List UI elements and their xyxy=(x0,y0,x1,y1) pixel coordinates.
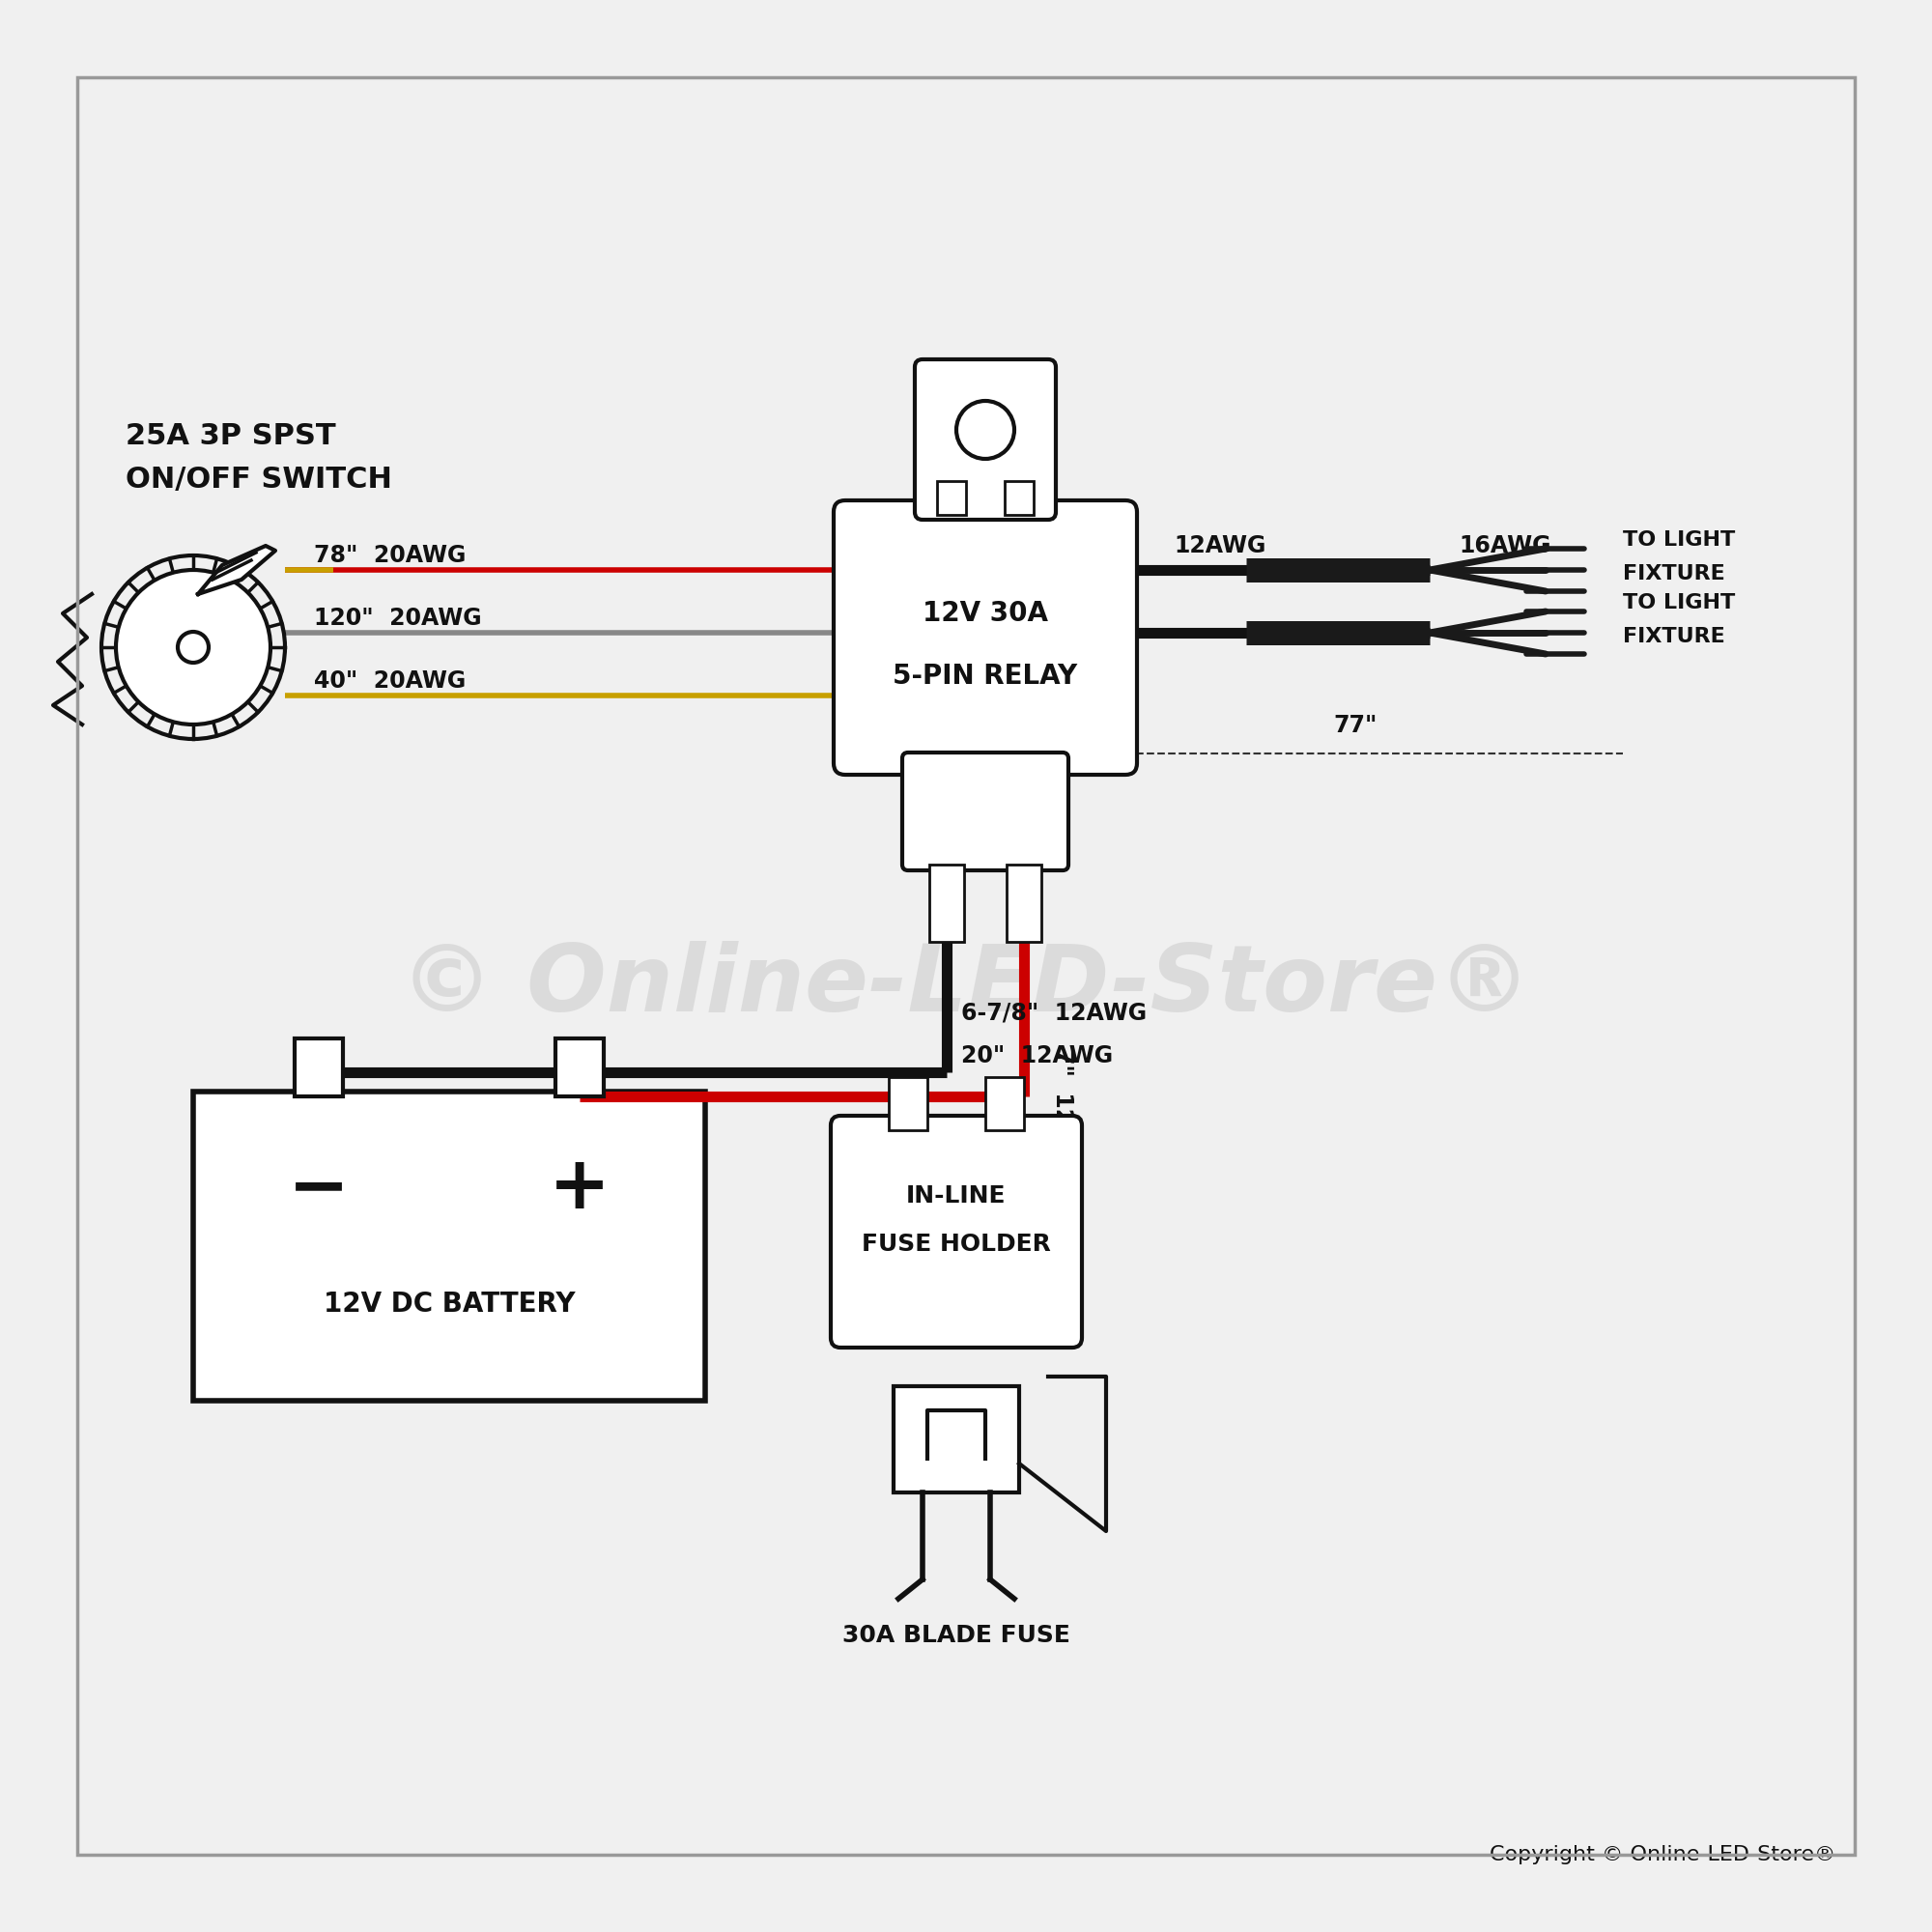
FancyBboxPatch shape xyxy=(835,500,1136,775)
Text: TO LIGHT: TO LIGHT xyxy=(1623,593,1735,612)
FancyBboxPatch shape xyxy=(902,752,1068,869)
Bar xyxy=(985,1078,1024,1130)
Text: FIXTURE: FIXTURE xyxy=(1623,564,1725,583)
Text: ON/OFF SWITCH: ON/OFF SWITCH xyxy=(126,466,392,493)
Text: 12AWG: 12AWG xyxy=(1175,533,1265,556)
Text: 40"  20AWG: 40" 20AWG xyxy=(313,670,466,694)
Bar xyxy=(193,1092,705,1401)
Bar xyxy=(1005,481,1034,514)
Text: 7"  12AWG: 7" 12AWG xyxy=(1051,1047,1074,1184)
Text: Copyright © Online-LED-Store®: Copyright © Online-LED-Store® xyxy=(1490,1845,1835,1864)
Text: 30A BLADE FUSE: 30A BLADE FUSE xyxy=(842,1623,1070,1646)
Text: −: − xyxy=(288,1151,350,1225)
Text: 12V DC BATTERY: 12V DC BATTERY xyxy=(323,1291,576,1318)
Bar xyxy=(1007,866,1041,943)
Bar xyxy=(937,481,966,514)
Text: FIXTURE: FIXTURE xyxy=(1623,626,1725,645)
Bar xyxy=(923,367,1047,516)
Bar xyxy=(889,1078,927,1130)
Text: 20"  12AWG: 20" 12AWG xyxy=(962,1043,1113,1066)
Text: 5-PIN RELAY: 5-PIN RELAY xyxy=(893,663,1078,690)
Bar xyxy=(929,866,964,943)
FancyBboxPatch shape xyxy=(831,1117,1082,1349)
Text: 78"  20AWG: 78" 20AWG xyxy=(313,545,466,568)
Bar xyxy=(294,1039,344,1097)
Text: 120"  20AWG: 120" 20AWG xyxy=(313,607,481,630)
Bar xyxy=(893,1387,1020,1492)
FancyBboxPatch shape xyxy=(916,359,1055,520)
Text: 77": 77" xyxy=(1333,713,1378,736)
Text: © Online-LED-Store®: © Online-LED-Store® xyxy=(400,941,1532,1030)
Polygon shape xyxy=(199,545,276,595)
Bar xyxy=(556,1039,603,1097)
Text: 6-7/8"  12AWG: 6-7/8" 12AWG xyxy=(962,1001,1148,1024)
Text: +: + xyxy=(549,1151,611,1225)
Text: 16AWG: 16AWG xyxy=(1459,533,1551,556)
Text: 12V 30A: 12V 30A xyxy=(923,599,1047,626)
Text: FUSE HOLDER: FUSE HOLDER xyxy=(862,1233,1051,1256)
Text: TO LIGHT: TO LIGHT xyxy=(1623,529,1735,549)
Text: IN-LINE: IN-LINE xyxy=(906,1184,1007,1208)
Circle shape xyxy=(116,570,270,724)
Text: 25A 3P SPST: 25A 3P SPST xyxy=(126,423,336,450)
